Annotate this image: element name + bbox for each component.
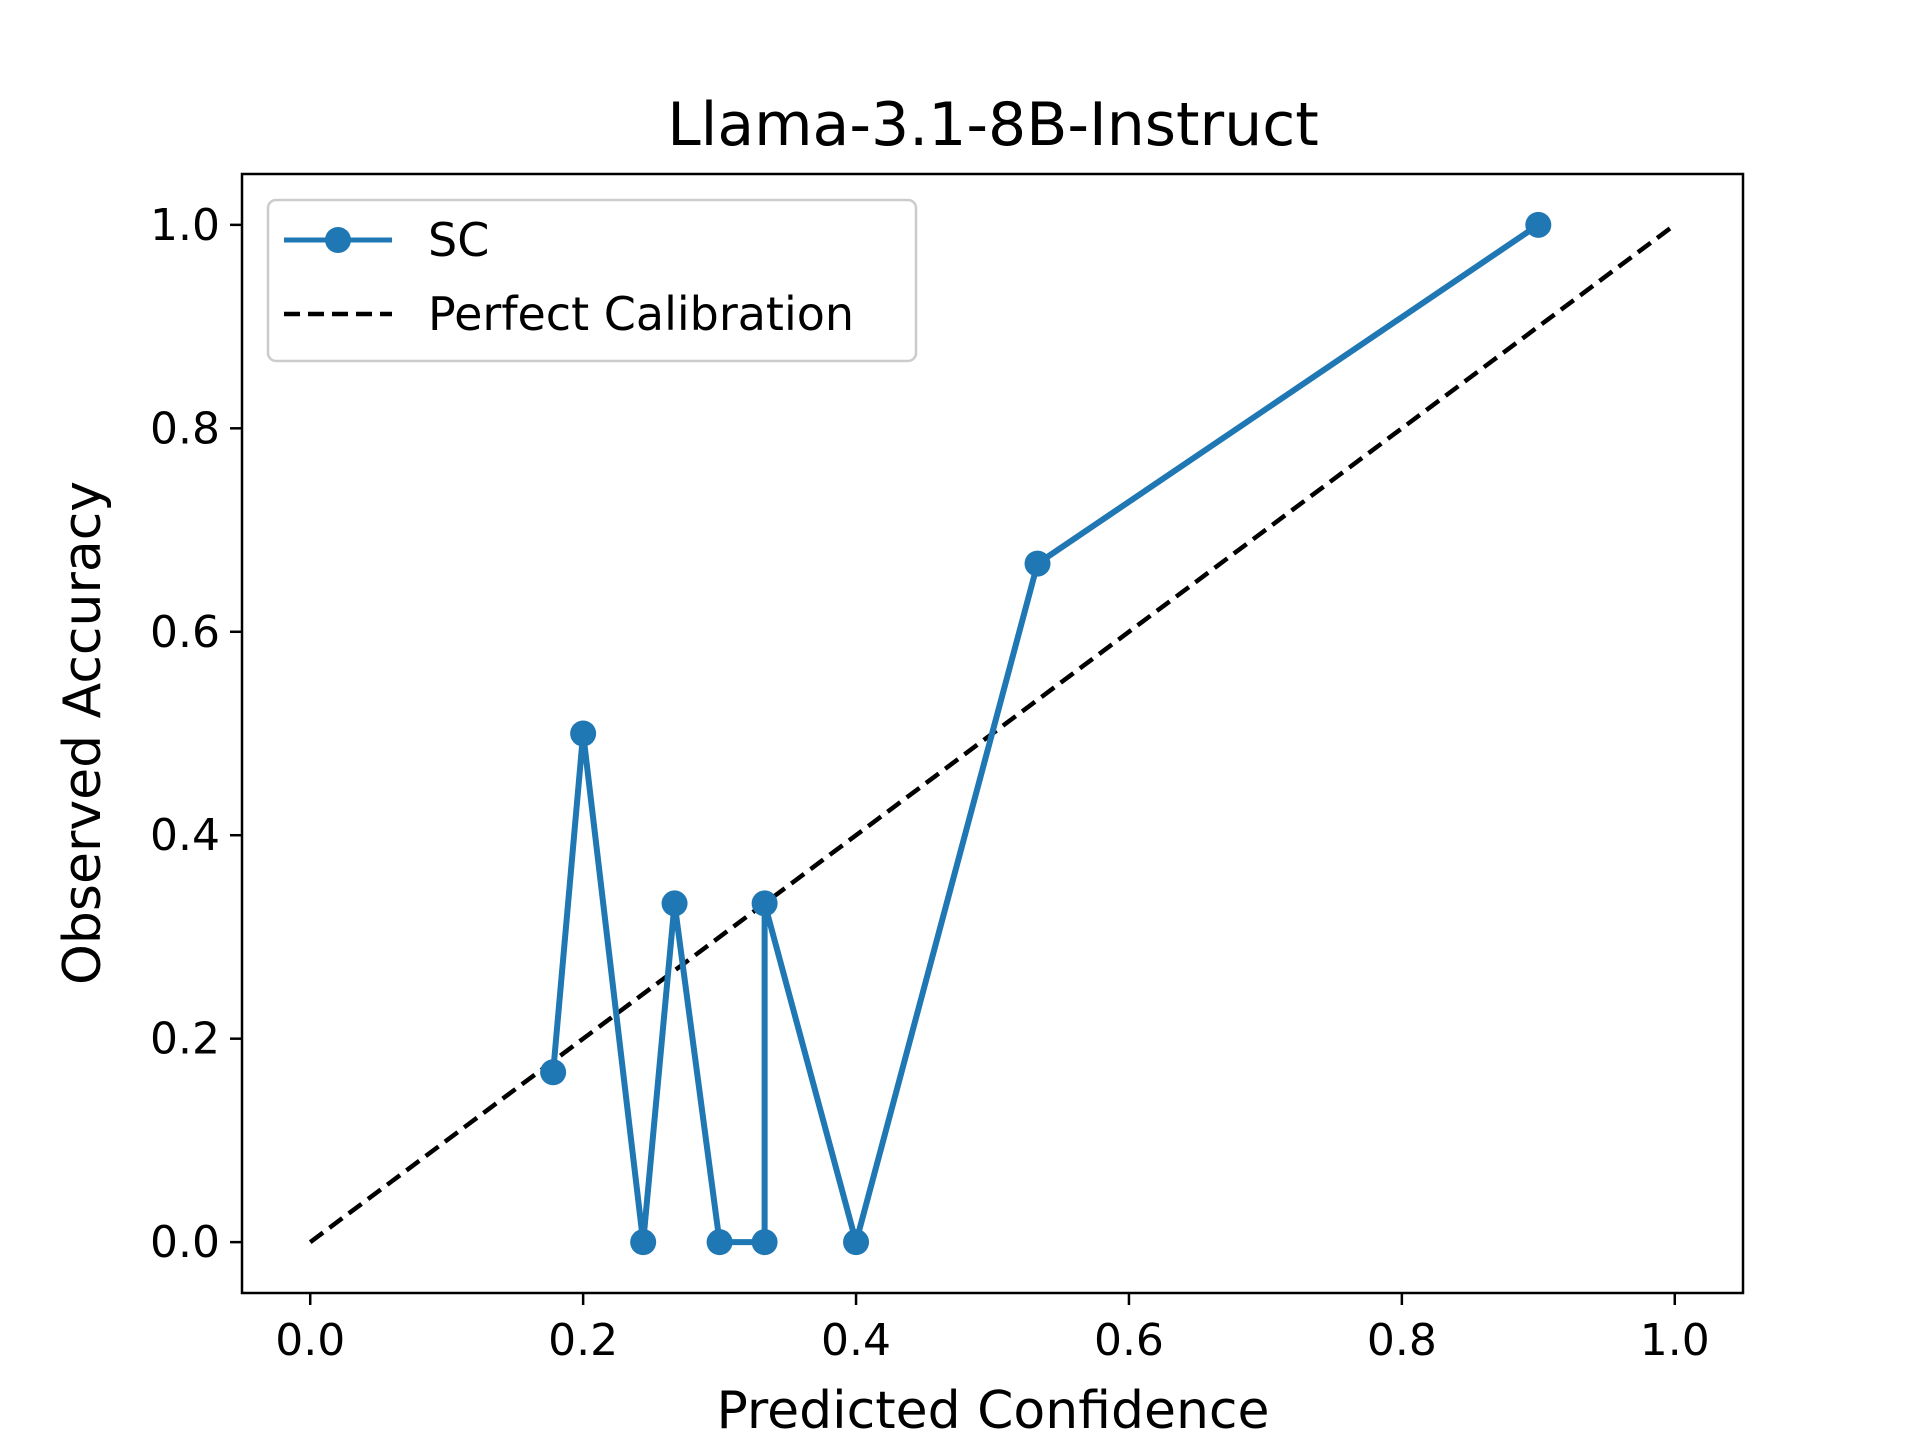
series-layer xyxy=(308,211,1677,1256)
sc-data-point xyxy=(706,1229,733,1256)
sc-data-point xyxy=(751,890,778,917)
x-tick-label: 0.0 xyxy=(275,1315,345,1366)
x-axis-label: Predicted Confidence xyxy=(716,1381,1269,1440)
legend-perfect-calibration-label: Perfect Calibration xyxy=(428,287,854,341)
chart-title: Llama-3.1-8B-Instruct xyxy=(667,90,1319,160)
y-tick-label: 1.0 xyxy=(150,200,220,251)
sc-series-line xyxy=(550,222,1540,1246)
legend: SC Perfect Calibration xyxy=(266,198,918,363)
sc-data-point xyxy=(540,1059,567,1086)
y-axis-ticks: 0.0 0.2 0.4 0.6 0.8 1.0 xyxy=(150,200,242,1268)
y-tick-label: 0.0 xyxy=(150,1217,220,1268)
sc-data-point xyxy=(570,720,597,747)
x-tick-label: 0.6 xyxy=(1094,1315,1164,1366)
y-tick-label: 0.8 xyxy=(150,403,220,454)
x-tick-label: 1.0 xyxy=(1640,1315,1710,1366)
x-axis-ticks: 0.0 0.2 0.4 0.6 0.8 1.0 xyxy=(275,1293,1710,1366)
x-tick-label: 0.2 xyxy=(548,1315,618,1366)
legend-sc-marker xyxy=(325,227,351,253)
sc-data-point xyxy=(751,1229,778,1256)
sc-data-point xyxy=(630,1229,657,1256)
plot-frame xyxy=(240,172,1745,1295)
x-tick-label: 0.4 xyxy=(821,1315,891,1366)
legend-box xyxy=(266,198,918,363)
y-axis-label: Observed Accuracy xyxy=(53,481,113,985)
y-tick-label: 0.6 xyxy=(150,607,220,658)
plot-area: 0.0 0.2 0.4 0.6 0.8 1.0 0.0 0.2 0.4 0.6 0.8 1.0 xyxy=(150,172,1745,1366)
y-tick-label: 0.2 xyxy=(150,1014,220,1065)
legend-sc-label: SC xyxy=(428,213,489,267)
x-tick-label: 0.8 xyxy=(1367,1315,1437,1366)
sc-data-point xyxy=(843,1229,870,1256)
sc-data-point xyxy=(1525,211,1552,238)
sc-data-point xyxy=(1024,550,1051,577)
sc-data-point xyxy=(661,890,688,917)
y-tick-label: 0.4 xyxy=(150,810,220,861)
